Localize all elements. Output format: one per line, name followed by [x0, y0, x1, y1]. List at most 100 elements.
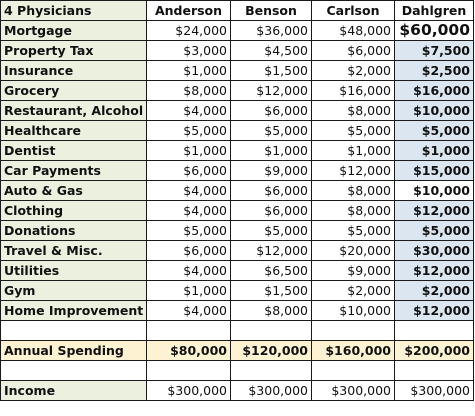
column-header-dahlgren[interactable]: Dahlgren [394, 0, 474, 21]
table-cell[interactable]: $12,000 [230, 80, 312, 101]
table-cell-dahlgren[interactable]: $7,500 [394, 40, 474, 61]
table-cell-dahlgren[interactable]: $2,000 [394, 280, 474, 301]
table-cell[interactable]: $6,500 [230, 260, 312, 281]
total-cell[interactable]: $120,000 [230, 340, 312, 361]
table-cell[interactable]: $6,000 [311, 40, 395, 61]
table-cell-dahlgren[interactable]: $16,000 [394, 80, 474, 101]
table-cell[interactable]: $6,000 [230, 200, 312, 221]
table-cell[interactable]: $16,000 [311, 80, 395, 101]
table-cell[interactable]: $5,000 [230, 120, 312, 141]
table-cell-dahlgren[interactable]: $10,000 [394, 180, 474, 201]
table-cell-dahlgren[interactable]: $2,500 [394, 60, 474, 81]
table-cell-dahlgren[interactable]: $10,000 [394, 100, 474, 121]
table-cell[interactable]: $8,000 [311, 200, 395, 221]
table-cell[interactable]: $5,000 [311, 120, 395, 141]
column-header-carlson[interactable]: Carlson [311, 0, 395, 21]
empty-cell[interactable] [0, 360, 147, 381]
empty-cell[interactable] [394, 320, 474, 341]
row-label-annual-spending[interactable]: Annual Spending [0, 340, 147, 361]
table-cell-dahlgren[interactable]: $12,000 [394, 300, 474, 321]
table-cell[interactable]: $4,000 [146, 260, 231, 281]
row-label-car-payments[interactable]: Car Payments [0, 160, 147, 181]
table-cell[interactable]: $9,000 [230, 160, 312, 181]
column-header-anderson[interactable]: Anderson [146, 0, 231, 21]
row-label-property-tax[interactable]: Property Tax [0, 40, 147, 61]
row-label-travel-misc[interactable]: Travel & Misc. [0, 240, 147, 261]
table-cell[interactable]: $1,000 [230, 140, 312, 161]
corner-header-cell[interactable]: 4 Physicians [0, 0, 147, 21]
table-cell-dahlgren[interactable]: $15,000 [394, 160, 474, 181]
table-cell[interactable]: $8,000 [230, 300, 312, 321]
table-cell-highlight[interactable]: $60,000 [394, 20, 474, 41]
table-cell-dahlgren[interactable]: $5,000 [394, 220, 474, 241]
table-cell[interactable]: $8,000 [311, 180, 395, 201]
table-cell[interactable]: $6,000 [230, 180, 312, 201]
row-label-income[interactable]: Income [0, 380, 147, 401]
table-cell[interactable]: $5,000 [146, 120, 231, 141]
total-cell[interactable]: $80,000 [146, 340, 231, 361]
total-cell[interactable]: $200,000 [394, 340, 474, 361]
row-label-home-improvement[interactable]: Home Improvement [0, 300, 147, 321]
table-cell-dahlgren[interactable]: $1,000 [394, 140, 474, 161]
table-cell[interactable]: $1,500 [230, 280, 312, 301]
table-cell[interactable]: $4,000 [146, 200, 231, 221]
row-label-clothing[interactable]: Clothing [0, 200, 147, 221]
table-cell[interactable]: $4,000 [146, 300, 231, 321]
table-cell[interactable]: $1,000 [311, 140, 395, 161]
row-label-restaurant-alcohol[interactable]: Restaurant, Alcohol [0, 100, 147, 121]
table-cell[interactable]: $4,000 [146, 100, 231, 121]
table-cell[interactable]: $1,000 [146, 60, 231, 81]
empty-cell[interactable] [230, 360, 312, 381]
table-cell[interactable]: $3,000 [146, 40, 231, 61]
empty-cell[interactable] [311, 320, 395, 341]
table-cell[interactable]: $6,000 [230, 100, 312, 121]
table-cell[interactable]: $36,000 [230, 20, 312, 41]
table-cell[interactable]: $8,000 [311, 100, 395, 121]
table-cell[interactable]: $4,500 [230, 40, 312, 61]
table-cell[interactable]: $10,000 [311, 300, 395, 321]
table-cell[interactable]: $2,000 [311, 60, 395, 81]
table-cell[interactable]: $4,000 [146, 180, 231, 201]
total-cell[interactable]: $160,000 [311, 340, 395, 361]
row-label-healthcare[interactable]: Healthcare [0, 120, 147, 141]
table-cell[interactable]: $12,000 [230, 240, 312, 261]
table-cell[interactable]: $1,000 [146, 140, 231, 161]
table-cell[interactable]: $5,000 [230, 220, 312, 241]
table-cell[interactable]: $6,000 [146, 160, 231, 181]
row-label-donations[interactable]: Donations [0, 220, 147, 241]
empty-cell[interactable] [230, 320, 312, 341]
empty-cell[interactable] [394, 360, 474, 381]
table-cell[interactable]: $48,000 [311, 20, 395, 41]
empty-cell[interactable] [0, 320, 147, 341]
empty-cell[interactable] [146, 360, 231, 381]
table-cell[interactable]: $20,000 [311, 240, 395, 261]
row-label-grocery[interactable]: Grocery [0, 80, 147, 101]
table-cell[interactable]: $1,000 [146, 280, 231, 301]
row-label-utilities[interactable]: Utilities [0, 260, 147, 281]
table-cell[interactable]: $2,000 [311, 280, 395, 301]
table-cell[interactable]: $8,000 [146, 80, 231, 101]
table-cell[interactable]: $12,000 [311, 160, 395, 181]
table-cell[interactable]: $5,000 [146, 220, 231, 241]
row-label-insurance[interactable]: Insurance [0, 60, 147, 81]
income-cell[interactable]: $300,000 [311, 380, 395, 401]
table-cell-dahlgren[interactable]: $12,000 [394, 200, 474, 221]
table-cell[interactable]: $9,000 [311, 260, 395, 281]
income-cell[interactable]: $300,000 [146, 380, 231, 401]
row-label-dentist[interactable]: Dentist [0, 140, 147, 161]
empty-cell[interactable] [311, 360, 395, 381]
table-cell-dahlgren[interactable]: $30,000 [394, 240, 474, 261]
income-cell[interactable]: $300,000 [230, 380, 312, 401]
row-label-auto-gas[interactable]: Auto & Gas [0, 180, 147, 201]
income-cell[interactable]: $300,000 [394, 380, 474, 401]
empty-cell[interactable] [146, 320, 231, 341]
row-label-gym[interactable]: Gym [0, 280, 147, 301]
table-cell-dahlgren[interactable]: $12,000 [394, 260, 474, 281]
table-cell[interactable]: $6,000 [146, 240, 231, 261]
table-cell[interactable]: $5,000 [311, 220, 395, 241]
column-header-benson[interactable]: Benson [230, 0, 312, 21]
row-label-mortgage[interactable]: Mortgage [0, 20, 147, 41]
table-cell[interactable]: $1,500 [230, 60, 312, 81]
table-cell[interactable]: $24,000 [146, 20, 231, 41]
table-cell-dahlgren[interactable]: $5,000 [394, 120, 474, 141]
